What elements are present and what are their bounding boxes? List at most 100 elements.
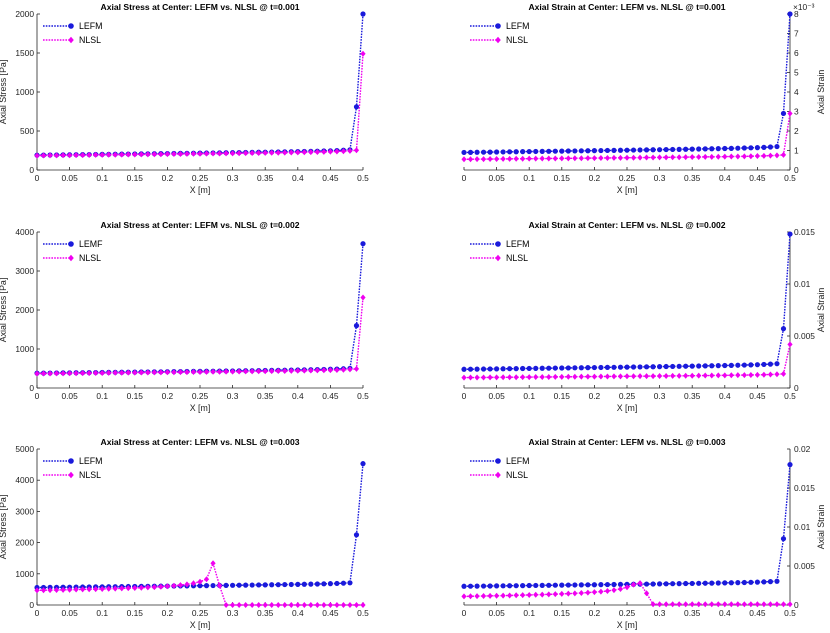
data-point	[572, 373, 578, 380]
data-point	[308, 149, 314, 156]
x-tick-label: 0.1	[96, 391, 108, 401]
legend-label: NLSL	[79, 470, 101, 480]
data-point	[624, 373, 630, 380]
data-point	[60, 370, 66, 377]
y-axis-label: Axial Stress [Pa]	[0, 278, 8, 343]
data-point	[474, 156, 480, 163]
data-point	[216, 368, 223, 375]
chart-title: Axial Strain at Center: LEFM vs. NLSL @ …	[528, 2, 725, 12]
legend-label: NLSL	[506, 470, 528, 480]
data-point	[735, 372, 741, 379]
series-nlsl	[34, 294, 366, 377]
data-point	[591, 155, 597, 162]
data-point	[546, 365, 552, 371]
data-point	[360, 461, 366, 467]
data-point	[500, 155, 506, 162]
data-point	[591, 582, 598, 588]
data-point	[683, 146, 689, 152]
data-point	[230, 368, 236, 375]
y-tick-label: 1000	[15, 87, 34, 97]
data-point	[223, 150, 229, 157]
data-point	[487, 592, 493, 599]
data-point	[767, 579, 774, 585]
x-tick-label: 0.15	[127, 608, 144, 618]
chart-title: Axial Strain at Center: LEFM vs. NLSL @ …	[528, 437, 725, 447]
x-tick-label: 0.45	[749, 173, 766, 183]
legend-marker	[495, 241, 501, 247]
subplot-2: Axial Strain at Center: LEFM vs. NLSL @ …	[461, 2, 826, 195]
data-point	[151, 584, 157, 591]
x-tick-label: 0.45	[322, 391, 339, 401]
data-point	[676, 363, 682, 369]
data-point	[513, 583, 519, 589]
data-point	[630, 364, 637, 370]
data-point	[637, 364, 643, 370]
data-point	[630, 581, 637, 588]
data-point	[494, 583, 500, 589]
data-point	[637, 147, 643, 153]
data-point	[308, 602, 314, 608]
data-point	[282, 367, 288, 374]
x-tick-label: 0.3	[227, 391, 239, 401]
series-line	[463, 464, 791, 587]
data-point	[513, 149, 519, 155]
data-point	[787, 110, 793, 117]
data-point	[177, 150, 184, 157]
x-tick-label: 0.1	[523, 173, 535, 183]
legend-entry-lefm: LEFM	[470, 456, 529, 466]
data-point	[643, 581, 650, 587]
data-point	[308, 367, 314, 374]
data-point	[119, 585, 125, 592]
x-tick-label: 0	[35, 608, 40, 618]
data-point	[683, 580, 689, 587]
data-point	[526, 148, 532, 155]
x-tick-label: 0	[462, 608, 467, 618]
x-tick-label: 0.45	[749, 608, 766, 618]
data-point	[190, 580, 197, 587]
data-point	[598, 582, 604, 588]
data-point	[533, 155, 539, 162]
data-point	[47, 587, 53, 594]
y-tick-label: 0	[794, 165, 799, 175]
data-point	[93, 151, 99, 158]
data-point	[243, 602, 249, 608]
data-point	[767, 361, 774, 367]
y-tick-label: 2000	[15, 538, 34, 548]
data-point	[494, 155, 500, 162]
data-point	[741, 601, 747, 608]
data-point	[106, 369, 112, 376]
data-point	[480, 374, 487, 381]
data-point	[754, 601, 760, 608]
series-lefm	[461, 462, 793, 589]
data-point	[696, 363, 702, 369]
data-point	[533, 365, 539, 371]
data-point	[119, 151, 125, 158]
x-tick-label: 0.2	[589, 173, 601, 183]
data-point	[598, 373, 604, 380]
x-tick-label: 0.2	[162, 173, 174, 183]
data-point	[223, 368, 229, 375]
data-point	[689, 372, 695, 379]
data-point	[256, 602, 262, 608]
data-point	[585, 148, 591, 154]
x-tick-label: 0.45	[322, 608, 339, 618]
data-point	[158, 369, 164, 376]
data-point	[262, 149, 268, 156]
x-tick-label: 0.5	[357, 391, 369, 401]
data-point	[216, 150, 223, 157]
data-point	[774, 361, 780, 367]
data-point	[507, 583, 513, 589]
data-point	[60, 152, 66, 159]
y-tick-label: 0	[29, 165, 34, 175]
data-point	[132, 151, 138, 158]
data-point	[585, 155, 591, 162]
data-point	[748, 153, 754, 160]
data-point	[249, 150, 255, 157]
data-point	[591, 589, 597, 596]
data-point	[145, 151, 151, 158]
data-point	[112, 585, 118, 592]
x-tick-label: 0.1	[96, 173, 108, 183]
data-point	[295, 602, 301, 608]
data-point	[314, 581, 320, 587]
data-point	[138, 151, 144, 158]
